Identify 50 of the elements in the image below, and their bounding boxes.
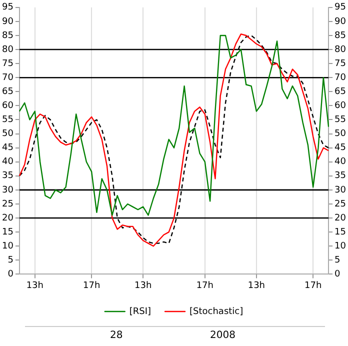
y2-tick-label: 60 — [334, 101, 346, 112]
y2-tick-label: 35 — [334, 171, 346, 182]
y2-tick-label: 10 — [334, 241, 346, 252]
y2-tick-label: 70 — [334, 72, 346, 83]
x-tick-label: 13h — [26, 280, 44, 291]
y2-tick-label: 90 — [334, 16, 346, 27]
y-tick-label: 45 — [2, 143, 14, 154]
text: 2008 — [210, 330, 236, 341]
y-tick-label: 80 — [2, 44, 14, 55]
y-tick-label: 75 — [2, 58, 14, 69]
y2-tick-label: 0 — [334, 270, 341, 280]
y-tick-label: 40 — [2, 157, 14, 168]
legend-label: [Stochastic] — [190, 306, 244, 317]
text: 28 — [110, 330, 123, 341]
y-tick-label: 85 — [2, 30, 14, 41]
y2-tick-label: 5 — [334, 256, 340, 266]
y-tick-label: 5 — [8, 256, 14, 266]
y2-tick-label: 75 — [334, 58, 346, 69]
y-tick-label: 55 — [2, 115, 14, 126]
y-tick-label: 30 — [2, 185, 14, 196]
y2-tick-label: 45 — [334, 143, 346, 154]
y-tick-label: 20 — [2, 213, 14, 224]
legend-label: [RSI] — [129, 306, 152, 317]
y2-tick-label: 95 — [334, 2, 346, 13]
y2-tick-label: 50 — [334, 129, 346, 140]
y-tick-label: 50 — [2, 129, 14, 140]
x-tick-label: 17h — [196, 280, 214, 291]
y-tick-label: 95 — [2, 2, 14, 13]
y-tick-label: 90 — [2, 16, 14, 27]
y-tick-label: 15 — [2, 227, 14, 238]
x-tick-label: 17h — [304, 280, 322, 291]
y2-tick-label: 40 — [334, 157, 346, 168]
y2-tick-label: 65 — [334, 86, 346, 97]
y2-tick-label: 85 — [334, 30, 346, 41]
y2-tick-label: 25 — [334, 199, 346, 210]
y2-tick-label: 80 — [334, 44, 346, 55]
y-tick-label: 70 — [2, 72, 14, 83]
x-tick-label: 17h — [82, 280, 100, 291]
y-tick-label: 35 — [2, 171, 14, 182]
y-tick-label: 0 — [8, 270, 14, 280]
y-tick-label: 10 — [2, 241, 14, 252]
y-tick-label: 25 — [2, 199, 14, 210]
y-tick-label: 65 — [2, 86, 14, 97]
y2-tick-label: 55 — [334, 115, 346, 126]
y-tick-label: 60 — [2, 101, 14, 112]
y2-tick-label: 30 — [334, 185, 346, 196]
y2-tick-label: 20 — [334, 213, 346, 224]
x-tick-label: 13h — [134, 280, 152, 291]
x-tick-label: 13h — [248, 280, 266, 291]
y2-tick-label: 15 — [334, 227, 346, 238]
